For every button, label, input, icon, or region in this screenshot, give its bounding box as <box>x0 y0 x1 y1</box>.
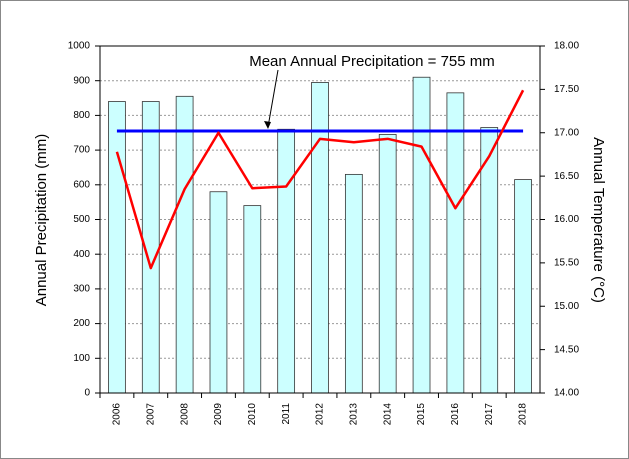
bar <box>311 82 329 394</box>
annotation: Mean Annual Precipitation = 755 mm <box>249 53 495 70</box>
bar <box>108 101 126 394</box>
x-tick-label: 2011 <box>281 403 292 425</box>
bar <box>378 134 397 394</box>
x-tick-label: 2014 <box>382 403 393 426</box>
y2-tick-label: 15.50 <box>554 258 579 269</box>
y2-axis-label: Annual Temperature (°C) <box>590 137 607 303</box>
x-tick-label: 2016 <box>450 403 461 426</box>
bar <box>209 191 228 394</box>
bar <box>175 95 194 394</box>
y-tick-label: 900 <box>73 75 90 86</box>
y2-tick-label: 17.00 <box>554 127 579 138</box>
y2-tick-label: 15.00 <box>554 301 579 312</box>
y2-tick-label: 18.00 <box>554 41 579 52</box>
temperature-line <box>115 89 525 270</box>
y-tick-label: 400 <box>73 249 90 260</box>
x-tick-label: 2010 <box>247 403 258 426</box>
y-tick-label: 600 <box>73 179 90 190</box>
bar <box>277 128 296 394</box>
y-tick-label: 700 <box>73 145 90 156</box>
x-tick-label: 2007 <box>145 403 156 426</box>
arrow-head <box>264 121 271 130</box>
x-tick-label: 2012 <box>315 403 326 426</box>
y-tick-label: 100 <box>73 353 90 364</box>
plot-border <box>99 45 541 394</box>
y2-tick-label: 16.00 <box>554 214 579 225</box>
y2-tick-label: 17.50 <box>554 84 579 95</box>
annotation-arrow <box>267 69 279 128</box>
bar <box>514 179 532 394</box>
bar <box>344 173 363 394</box>
x-tick-label: 2009 <box>213 403 224 426</box>
y-tick-label: 800 <box>73 110 90 121</box>
y2-tick-label: 16.50 <box>554 171 579 182</box>
y-tick-label: 0 <box>84 388 90 399</box>
bar <box>446 92 465 394</box>
y-tick-label: 300 <box>73 284 90 295</box>
y-tick-label: 200 <box>73 318 90 329</box>
x-tick-label: 2015 <box>416 403 427 426</box>
bar <box>243 205 262 394</box>
x-tick-label: 2006 <box>112 403 123 426</box>
y2-tick-label: 14.50 <box>554 344 579 355</box>
y-tick-label: 500 <box>73 214 90 225</box>
bar <box>412 76 431 394</box>
x-tick-label: 2017 <box>484 403 495 426</box>
y-tick-label: 1000 <box>68 41 91 52</box>
x-tick-label: 2013 <box>348 403 359 426</box>
y-axis-label: Annual Precipitation (mm) <box>33 134 50 307</box>
x-tick-label: 2008 <box>179 403 190 426</box>
x-tick-label: 2018 <box>518 403 529 426</box>
y2-tick-label: 14.00 <box>554 388 579 399</box>
